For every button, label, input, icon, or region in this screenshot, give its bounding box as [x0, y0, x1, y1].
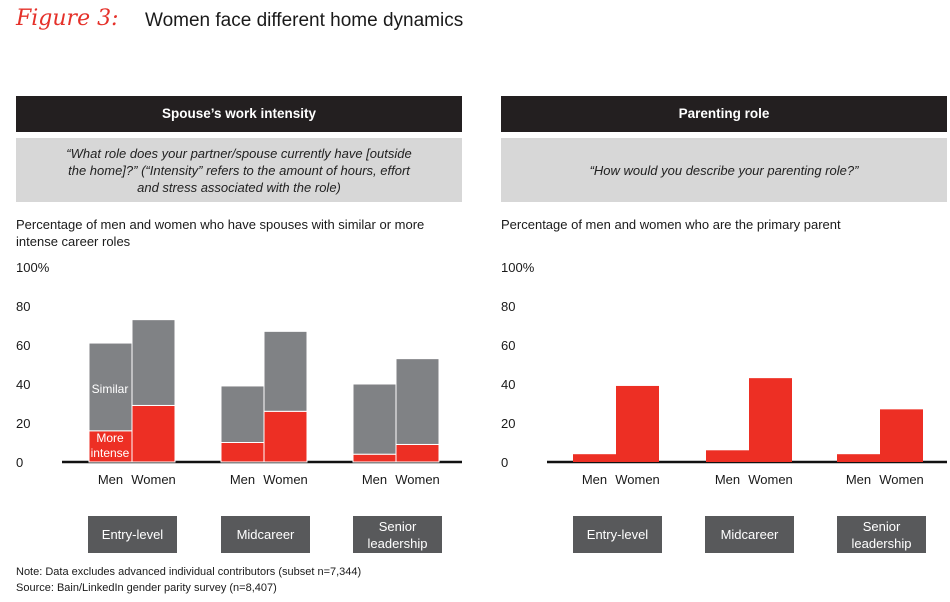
stage-box-left-mid: Midcareer	[221, 516, 310, 553]
y-tick-label: 60	[501, 338, 515, 353]
bar-similar	[352, 383, 397, 455]
left-subtitle: Percentage of men and women who have spo…	[16, 217, 425, 249]
chart-parenting-role: 100% 80 60 40 20 0 Men Women Men Women Men Women	[501, 260, 947, 487]
bar-similar	[88, 342, 133, 432]
bar-primary-parent	[616, 385, 659, 462]
stage-box-left-senior: Senior leadership	[353, 516, 442, 553]
bar-more-intense	[220, 442, 265, 463]
label-more-intense: More	[96, 431, 124, 445]
bar-more-intense	[131, 404, 176, 463]
y-tick-label: 20	[16, 416, 30, 431]
stage-label: Midcareer	[720, 527, 779, 542]
x-tick-label: Women	[131, 472, 176, 487]
stage-box-right-entry: Entry-level	[573, 516, 662, 553]
x-tick-label: Men	[230, 472, 255, 487]
x-tick-label: Men	[846, 472, 871, 487]
x-tick-label: Women	[263, 472, 308, 487]
stage-label: Senior leadership	[367, 518, 428, 551]
left-question-text: “What role does your partner/spouse curr…	[66, 145, 412, 195]
bar-primary-parent	[837, 454, 880, 462]
y-tick-label: 40	[501, 377, 515, 392]
footnote-source: Source: Bain/LinkedIn gender parity surv…	[16, 582, 277, 594]
label-more-intense: intense	[91, 446, 130, 460]
label-similar: Similar	[92, 382, 129, 396]
stage-box-left-entry: Entry-level	[88, 516, 177, 553]
x-tick-label: Men	[362, 472, 387, 487]
bar-more-intense	[263, 410, 308, 463]
bar-similar	[395, 358, 440, 445]
y-tick-label: 100%	[501, 260, 535, 275]
x-tick-label: Men	[715, 472, 740, 487]
footnote-note: Note: Data excludes advanced individual …	[16, 566, 362, 578]
chart-spouse-work-intensity: 100% 80 60 40 20 0 Men Women Men Women Men Women Sim…	[16, 260, 462, 487]
left-question-box: “What role does your partner/spouse curr…	[16, 138, 462, 202]
stage-label: Entry-level	[101, 527, 164, 542]
stage-label: Entry-level	[586, 527, 649, 542]
x-tick-label: Women	[395, 472, 440, 487]
bar-similar	[263, 330, 308, 412]
y-tick-label: 80	[16, 299, 30, 314]
x-tick-label: Men	[582, 472, 607, 487]
y-tick-label: 80	[501, 299, 515, 314]
right-subtitle: Percentage of men and women who are the …	[501, 217, 841, 232]
bar-similar	[220, 385, 265, 443]
left-panel-header: Spouse’s work intensity	[16, 96, 462, 132]
x-tick-label: Women	[615, 472, 660, 487]
bar-similar	[131, 319, 176, 406]
y-tick-label: 20	[501, 416, 515, 431]
stage-label: Midcareer	[236, 527, 295, 542]
stage-box-right-mid: Midcareer	[705, 516, 794, 553]
y-tick-label: 60	[16, 338, 30, 353]
figure-title: Women face different home dynamics	[145, 10, 464, 31]
bar-primary-parent	[706, 450, 749, 462]
right-panel-header: Parenting role	[501, 96, 947, 132]
y-tick-label: 0	[16, 455, 23, 470]
bar-more-intense	[352, 453, 397, 463]
bar-primary-parent	[573, 454, 616, 462]
figure-label: Figure 3:	[16, 6, 119, 31]
x-tick-label: Women	[748, 472, 793, 487]
bar-more-intense	[395, 443, 440, 463]
y-tick-label: 40	[16, 377, 30, 392]
stage-box-right-senior: Senior leadership	[837, 516, 926, 553]
stage-label: Senior leadership	[851, 518, 912, 551]
x-tick-label: Women	[879, 472, 924, 487]
right-question-box: “How would you describe your parenting r…	[501, 138, 947, 202]
bar-primary-parent	[880, 409, 923, 462]
y-tick-label: 100%	[16, 260, 50, 275]
x-tick-label: Men	[98, 472, 123, 487]
bar-primary-parent	[749, 378, 792, 462]
right-question-text: “How would you describe your parenting r…	[589, 162, 859, 178]
y-tick-label: 0	[501, 455, 508, 470]
